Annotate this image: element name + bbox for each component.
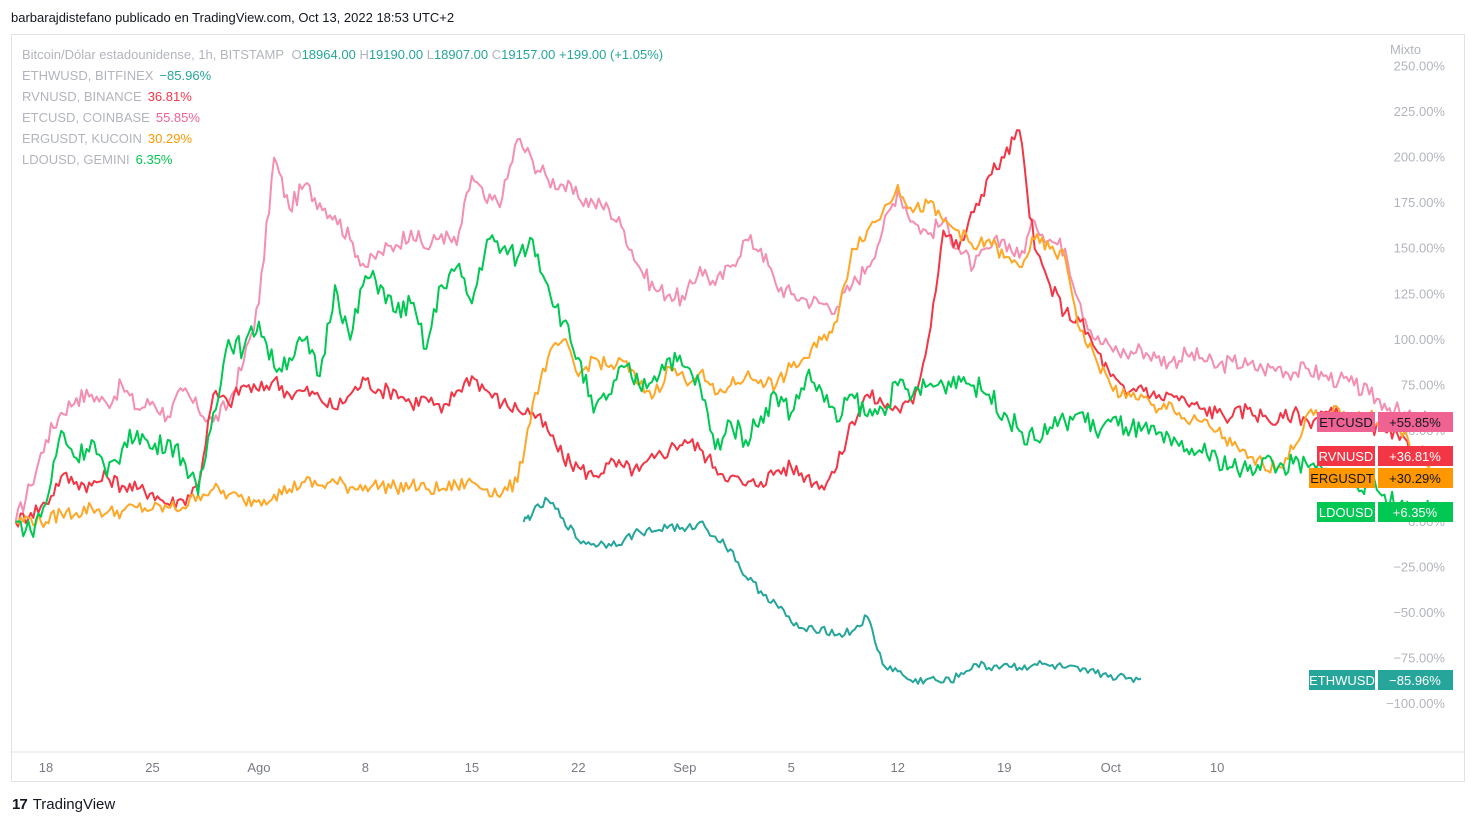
ohlc-change: +199.00 (+1.05%) (559, 47, 664, 62)
legend-series-name: LDOUSD, GEMINI (22, 152, 130, 167)
scale-mode-label[interactable]: Mixto (1390, 42, 1422, 57)
legend-series-value: 30.29% (147, 131, 192, 146)
chart-legend: Bitcoin/Dólar estadounidense, 1h, BITSTA… (22, 44, 663, 170)
series-name-tag (1317, 502, 1375, 522)
legend-row: LDOUSD, GEMINI 6.35% (22, 149, 663, 170)
chart-frame (11, 34, 1465, 782)
series-value-tag-text: −85.96% (1389, 673, 1441, 688)
legend-series-value: 55.85% (155, 110, 200, 125)
series-line-etcusd (14, 137, 1432, 523)
ohlc-open-value: 18964.00 (301, 47, 356, 62)
y-tick-label: −25.00% (1393, 560, 1445, 575)
series-line-ldousd (15, 234, 1432, 538)
legend-row: ERGUSDT, KUCOIN 30.29% (22, 128, 663, 149)
x-tick-label: 5 (788, 760, 795, 775)
series-name-tag-text: RVNUSD (1319, 449, 1374, 464)
ohlc-high-value: 19190.00 (368, 47, 424, 62)
legend-row: ETHWUSD, BITFINEX −85.96% (22, 65, 663, 86)
series-value-tag (1378, 468, 1453, 488)
x-tick-label: 8 (362, 760, 369, 775)
legend-ohlc: O18964.00 H19190.00 L18907.00 C19157.00 … (291, 47, 663, 62)
y-tick-label: 150.00% (1394, 241, 1446, 256)
legend-series-name: ERGUSDT, KUCOIN (22, 131, 142, 146)
x-tick-label: 18 (39, 760, 53, 775)
legend-row: ETCUSD, COINBASE 55.85% (22, 107, 663, 128)
series-name-tag (1317, 446, 1375, 466)
series-value-tag (1378, 412, 1453, 432)
publish-info: barbarajdistefano publicado en TradingVi… (11, 10, 455, 25)
y-tick-label: 250.00% (1394, 59, 1446, 74)
series-value-tag (1378, 502, 1453, 522)
x-tick-label: 25 (145, 760, 159, 775)
tradingview-brand: TradingView (32, 796, 116, 813)
legend-series-value: 36.81% (147, 89, 192, 104)
x-tick-label: 19 (997, 760, 1011, 775)
legend-series-name: RVNUSD, BINANCE (22, 89, 142, 104)
x-tick-label: 15 (465, 760, 479, 775)
legend-main-row: Bitcoin/Dólar estadounidense, 1h, BITSTA… (22, 44, 663, 65)
x-tick-label: Ago (247, 760, 270, 775)
y-tick-label: −75.00% (1393, 651, 1445, 666)
series-line-ethwusd (522, 496, 1142, 685)
series-value-tag-text: +30.29% (1389, 471, 1441, 486)
ohlc-high-label: H (359, 47, 369, 62)
y-tick-label: 125.00% (1394, 286, 1446, 301)
legend-series-value: −85.96% (159, 68, 212, 83)
ohlc-low-label: L (426, 47, 434, 62)
series-value-tag-text: +36.81% (1389, 449, 1441, 464)
series-line-rvnusd (14, 129, 1431, 528)
x-tick-label: Sep (673, 760, 696, 775)
series-value-tag (1378, 446, 1453, 466)
y-tick-label: 200.00% (1394, 150, 1446, 165)
ohlc-close-label: C (491, 47, 502, 62)
legend-main-name: Bitcoin/Dólar estadounidense, 1h, BITSTA… (22, 47, 284, 62)
y-tick-label: −50.00% (1393, 605, 1445, 620)
legend-row: RVNUSD, BINANCE 36.81% (22, 86, 663, 107)
series-name-tag (1317, 412, 1375, 432)
series-value-tag (1378, 670, 1453, 690)
ohlc-close-value: 19157.00 (501, 47, 556, 62)
x-tick-label: 22 (571, 760, 585, 775)
series-value-tag-text: +6.35% (1393, 505, 1438, 520)
series-name-tag-text: LDOUSD (1319, 505, 1373, 520)
legend-series-value: 6.35% (135, 152, 173, 167)
x-tick-label: Oct (1101, 760, 1122, 775)
series-line-ergusdt (15, 183, 1431, 528)
y-tick-label: −100.00% (1386, 696, 1445, 711)
y-tick-label: 175.00% (1394, 195, 1446, 210)
x-tick-label: 12 (891, 760, 905, 775)
series-name-tag-text: ETHWUSD (1309, 673, 1375, 688)
y-tick-label: 225.00% (1394, 104, 1446, 119)
y-tick-label: 75.00% (1401, 377, 1446, 392)
legend-series-name: ETCUSD, COINBASE (22, 110, 150, 125)
legend-series-name: ETHWUSD, BITFINEX (22, 68, 154, 83)
series-name-tag-text: ETCUSD (1319, 415, 1372, 430)
series-value-tag-text: +55.85% (1389, 415, 1441, 430)
ohlc-low-value: 18907.00 (433, 47, 489, 62)
series-name-tag (1309, 468, 1375, 488)
series-name-tag-text: ERGUSDT (1310, 471, 1374, 486)
tradingview-logo-icon: 17 (12, 796, 28, 813)
ohlc-open-label: O (291, 47, 302, 62)
y-tick-label: 100.00% (1394, 332, 1446, 347)
series-name-tag (1309, 670, 1375, 690)
x-tick-label: 10 (1210, 760, 1224, 775)
footer-brand: 17 TradingView (12, 796, 115, 813)
